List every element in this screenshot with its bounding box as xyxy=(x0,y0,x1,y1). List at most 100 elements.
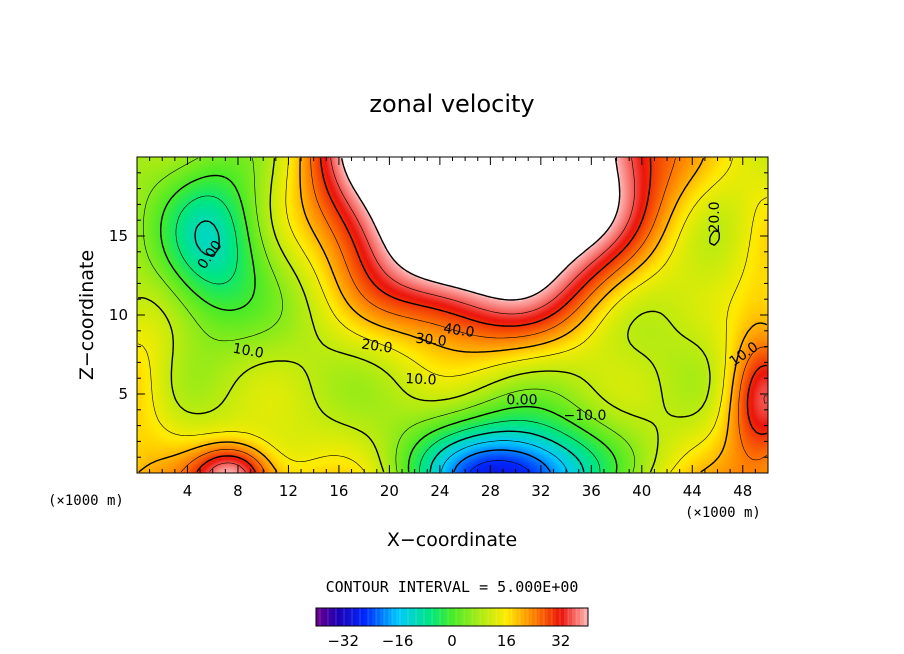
x-tick-label: 36 xyxy=(582,482,601,500)
colorbar-cell xyxy=(316,608,321,626)
x-tick-label: 12 xyxy=(279,482,298,500)
contour-label: 10.0 xyxy=(405,371,437,389)
contour-line xyxy=(209,158,767,473)
colorbar-cell xyxy=(479,607,485,627)
y-tick-label: 10 xyxy=(109,306,128,324)
colorbar-cell xyxy=(327,607,333,627)
x-unit-right: (×1000 m) xyxy=(685,505,761,521)
colorbar-cell xyxy=(412,608,417,626)
colorbar-cell xyxy=(372,608,377,626)
colorbar-cell xyxy=(463,607,469,627)
chart-title: zonal velocity xyxy=(369,90,534,118)
colorbar-cell xyxy=(487,607,493,627)
colorbar-cell xyxy=(516,608,521,626)
x-tick-label: 48 xyxy=(733,482,752,500)
contour-line xyxy=(453,449,551,473)
x-tick-label: 16 xyxy=(329,482,348,500)
colorbar-cell xyxy=(340,608,345,626)
contour-line xyxy=(194,220,585,473)
contour-label: 40.0 xyxy=(442,321,475,341)
colorbar-cell xyxy=(548,608,553,626)
x-tick-label: 28 xyxy=(481,482,500,500)
y-tick-label: 15 xyxy=(109,227,128,245)
colorbar-tick-label: 32 xyxy=(551,632,570,650)
colorbar-cell xyxy=(476,608,481,626)
x-tick-label: 24 xyxy=(430,482,449,500)
contour-line xyxy=(180,158,768,473)
contour-line xyxy=(341,157,621,301)
colorbar-cell xyxy=(495,607,501,627)
contour-label: 0.00 xyxy=(506,392,537,408)
colorbar-cell xyxy=(471,607,477,627)
colorbar-cell xyxy=(567,607,573,627)
contour-line xyxy=(196,158,768,473)
colorbar-cell xyxy=(511,607,517,627)
colorbar-cell xyxy=(343,607,349,627)
colorbar-cell xyxy=(319,607,325,627)
colorbar-cell xyxy=(404,608,409,626)
x-axis-label: X−coordinate xyxy=(387,529,517,551)
contour-label: 30.0 xyxy=(415,331,448,350)
colorbar-cell xyxy=(420,608,425,626)
x-tick-label: 20 xyxy=(380,482,399,500)
colorbar-cell xyxy=(452,608,457,626)
y-axis-label: Z−coordinate xyxy=(76,250,98,380)
colorbar-cell xyxy=(335,607,341,627)
colorbar-cell xyxy=(391,607,397,627)
colorbar-cell xyxy=(460,608,465,626)
colorbar-cell xyxy=(431,607,437,627)
colorbar-cell xyxy=(367,607,373,627)
colorbar-cell xyxy=(535,607,541,627)
contour-line xyxy=(469,460,531,473)
colorbar-cell xyxy=(351,607,357,627)
colorbar-cell xyxy=(580,608,585,626)
colorbar-cell xyxy=(500,608,505,626)
colorbar-cell xyxy=(527,607,533,627)
x-tick-label: 32 xyxy=(531,482,550,500)
contour-line xyxy=(160,174,618,472)
colorbar-cell xyxy=(455,607,461,627)
colorbar-cell xyxy=(375,607,381,627)
colorbar-cell xyxy=(383,607,389,627)
colorbar-cell xyxy=(396,608,401,626)
colorbar-cell xyxy=(332,608,337,626)
colorbar-cell xyxy=(380,608,385,626)
x-unit-left: (×1000 m) xyxy=(48,493,124,509)
colorbar-cell xyxy=(532,608,537,626)
colorbar-cells xyxy=(316,607,589,627)
x-tick-label: 44 xyxy=(683,482,702,500)
colorbar-cell xyxy=(428,608,433,626)
y-tick-label: 5 xyxy=(118,385,128,403)
colorbar-cell xyxy=(439,607,445,627)
colorbar-tick-label: 0 xyxy=(447,632,457,650)
colorbar-cell xyxy=(447,607,453,627)
x-tick-label: 40 xyxy=(632,482,651,500)
colorbar-tick-label: −16 xyxy=(382,632,414,650)
colorbar-cell xyxy=(556,608,561,626)
contour-interval-text: CONTOUR INTERVAL = 5.000E+00 xyxy=(326,578,579,596)
contour-line xyxy=(138,158,720,473)
colorbar-cell xyxy=(559,607,565,627)
colorbar-cell xyxy=(519,607,525,627)
colorbar-cell xyxy=(524,608,529,626)
colorbar-cell xyxy=(364,608,369,626)
colorbar-cell xyxy=(356,608,361,626)
colorbar-cell xyxy=(388,608,393,626)
x-axis: 4 8 12 16 20 24 28 32 36 40 44 48 xyxy=(149,157,756,500)
velocity-field xyxy=(137,157,768,473)
contour-line xyxy=(143,157,636,472)
colorbar-cell xyxy=(399,607,405,627)
contour-line xyxy=(175,195,601,472)
colorbar-cell xyxy=(575,607,581,627)
colorbar-cell xyxy=(468,608,473,626)
colorbar-cell xyxy=(543,607,549,627)
colorbar-cell xyxy=(415,607,421,627)
colorbar-cell xyxy=(423,607,429,627)
contour-label: 20.0 xyxy=(707,201,723,232)
contour-line xyxy=(441,440,568,472)
contour-label: −10.0 xyxy=(564,408,607,424)
contour-line xyxy=(138,157,768,473)
colorbar-cell xyxy=(407,607,413,627)
